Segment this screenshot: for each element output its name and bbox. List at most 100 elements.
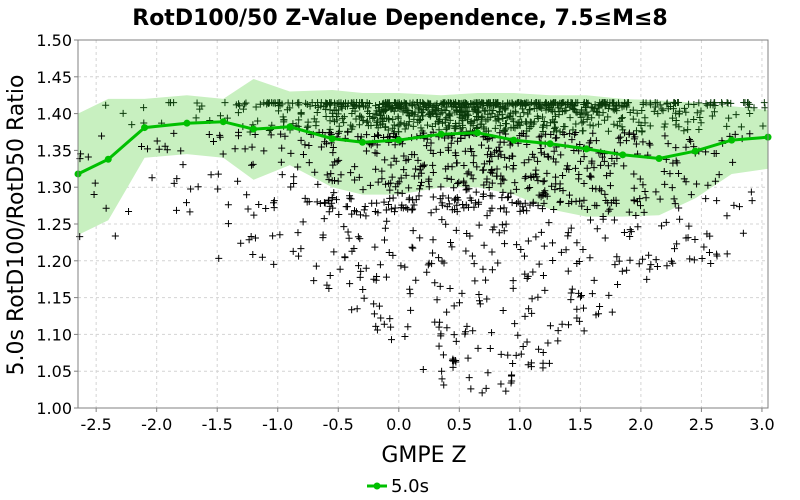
scatter-point xyxy=(535,260,543,268)
scatter-point xyxy=(391,141,399,149)
scatter-point xyxy=(356,211,364,219)
scatter-point xyxy=(237,239,245,247)
scatter-point xyxy=(435,342,443,350)
series-point xyxy=(141,124,149,132)
scatter-point xyxy=(509,101,517,109)
scatter-point xyxy=(356,103,364,111)
scatter-point xyxy=(249,160,257,168)
scatter-point xyxy=(599,212,607,220)
series-point xyxy=(250,125,258,133)
scatter-point xyxy=(666,170,674,178)
scatter-point xyxy=(442,220,450,228)
scatter-point xyxy=(394,113,402,121)
scatter-point xyxy=(239,105,247,113)
scatter-point xyxy=(559,171,567,179)
scatter-point xyxy=(457,135,465,143)
scatter-point xyxy=(397,262,405,270)
scatter-point xyxy=(370,113,378,121)
scatter-point xyxy=(153,137,161,145)
scatter-point xyxy=(724,99,732,107)
scatter-point xyxy=(498,194,506,202)
scatter-point xyxy=(475,297,483,305)
series-point xyxy=(219,118,227,126)
scatter-point xyxy=(340,223,348,231)
scatter-point xyxy=(408,243,416,251)
scatter-point xyxy=(317,143,325,151)
scatter-point xyxy=(366,113,374,121)
scatter-point xyxy=(686,255,694,263)
scatter-point xyxy=(588,184,596,192)
scatter-point xyxy=(371,243,379,251)
scatter-point xyxy=(761,104,769,112)
scatter-point xyxy=(625,208,633,216)
scatter-point xyxy=(577,113,585,121)
plot-frame xyxy=(77,39,769,409)
scatter-point xyxy=(317,102,325,110)
scatter-point xyxy=(418,108,426,116)
series-point xyxy=(619,151,627,159)
scatter-point xyxy=(357,267,365,275)
series-point xyxy=(510,136,518,144)
scatter-point xyxy=(447,139,455,147)
scatter-point xyxy=(475,291,483,299)
scatter-point xyxy=(702,100,710,108)
scatter-point xyxy=(577,157,585,165)
scatter-point xyxy=(459,121,467,129)
scatter-point xyxy=(248,161,256,169)
scatter-point xyxy=(316,199,324,207)
scatter-point xyxy=(463,170,471,178)
scatter-point xyxy=(295,116,303,124)
scatter-point xyxy=(119,109,127,117)
x-tick-label: 2.5 xyxy=(689,415,714,434)
scatter-point xyxy=(436,148,444,156)
scatter-point xyxy=(496,205,504,213)
series-line xyxy=(74,118,772,178)
scatter-point xyxy=(155,145,163,153)
scatter-point xyxy=(398,189,406,197)
scatter-point xyxy=(673,240,681,248)
scatter-point xyxy=(400,166,408,174)
scatter-point xyxy=(561,123,569,131)
scatter-point xyxy=(468,252,476,260)
scatter-point xyxy=(414,156,422,164)
scatter-point xyxy=(542,99,550,107)
scatter-point xyxy=(347,169,355,177)
scatter-point xyxy=(373,149,381,157)
scatter-point xyxy=(323,171,331,179)
scatter-point xyxy=(538,104,546,112)
scatter-point xyxy=(435,323,443,331)
scatter-point xyxy=(526,101,534,109)
scatter-point xyxy=(410,201,418,209)
scatter-point xyxy=(404,323,412,331)
scatter-point xyxy=(275,101,283,109)
scatter-point xyxy=(125,207,133,215)
scatter-point xyxy=(529,120,537,128)
scatter-point xyxy=(262,205,270,213)
scatter-point xyxy=(604,127,612,135)
scatter-point xyxy=(270,197,278,205)
scatter-point xyxy=(537,149,545,157)
scatter-point xyxy=(578,119,586,127)
scatter-point xyxy=(448,134,456,142)
scatter-point xyxy=(488,329,496,337)
scatter-point xyxy=(633,198,641,206)
scatter-point xyxy=(437,330,445,338)
legend: 5.0s xyxy=(367,476,429,497)
scatter-point xyxy=(500,227,508,235)
scatter-point xyxy=(475,200,483,208)
scatter-point xyxy=(521,199,529,207)
scatter-point xyxy=(390,154,398,162)
scatter-point xyxy=(646,265,654,273)
scatter-point xyxy=(456,100,464,108)
scatter-point xyxy=(713,197,721,205)
scatter-point xyxy=(540,118,548,126)
scatter-point xyxy=(626,256,634,264)
scatter-point xyxy=(623,266,631,274)
scatter-point xyxy=(502,208,510,216)
scatter-point xyxy=(295,252,303,260)
scatter-point xyxy=(519,206,527,214)
scatter-point xyxy=(545,153,553,161)
scatter-point xyxy=(372,322,380,330)
scatter-point xyxy=(568,285,576,293)
